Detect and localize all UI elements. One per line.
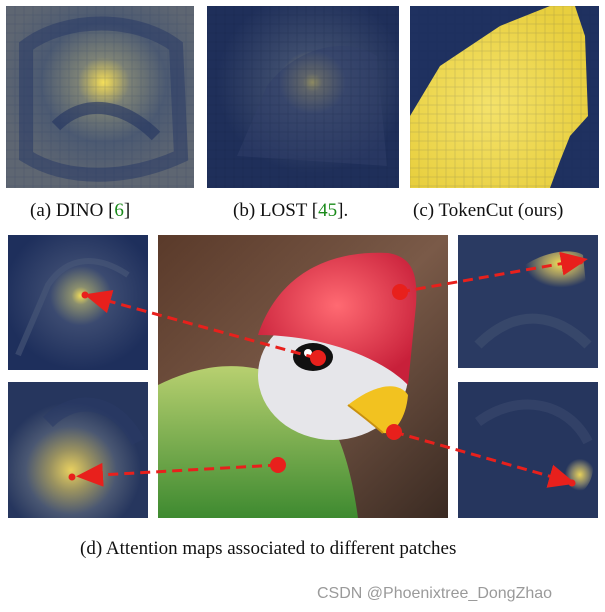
attention-map-neck: [8, 382, 148, 518]
caption-attention-maps: (d) Attention maps associated to differe…: [80, 538, 457, 559]
tokencut-attention-map: [410, 6, 599, 188]
ref-link-6[interactable]: 6: [114, 200, 124, 221]
watermark: CSDN @Phoenixtree_DongZhao: [317, 585, 553, 602]
lost-attention-map: [207, 6, 399, 188]
ref-link-45[interactable]: 45: [318, 200, 338, 221]
caption-dino: (a) DINO [6]: [30, 200, 131, 221]
attention-map-beak: [458, 382, 598, 518]
attention-map-eye: [8, 235, 148, 370]
bird-photo: [158, 235, 448, 518]
caption-tokencut: (c) TokenCut (ours): [413, 200, 564, 221]
caption-lost: (b) LOST [45].: [233, 200, 349, 221]
attention-map-crest: [458, 235, 598, 368]
dino-attention-map: [6, 6, 194, 188]
